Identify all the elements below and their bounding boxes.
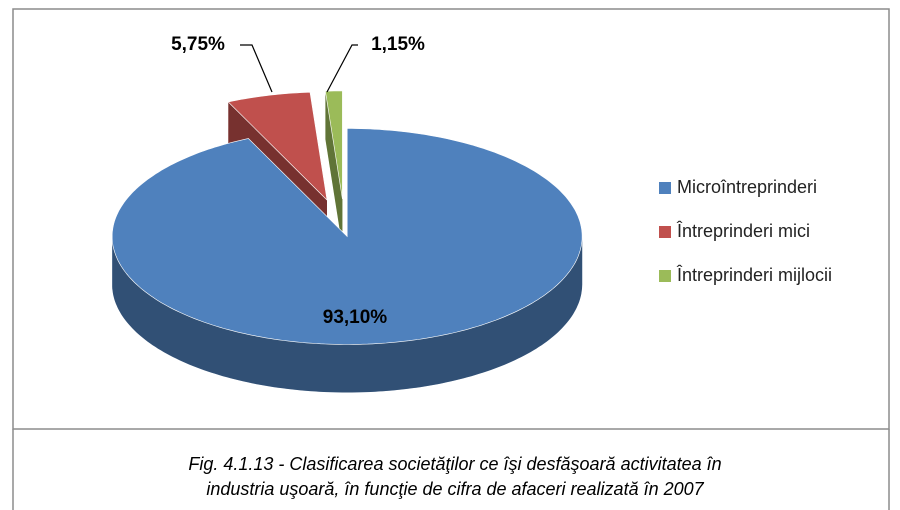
slice <box>325 90 343 247</box>
legend: Microîntreprinderi Întreprinderi mici Într… <box>659 177 832 285</box>
data-labels: 93,10% 5,75% 1,15% <box>171 34 425 328</box>
data-label: 5,75% <box>171 34 225 55</box>
legend-swatch <box>659 226 671 238</box>
legend-swatch <box>659 270 671 282</box>
slice <box>111 128 583 393</box>
leader-line <box>240 44 273 93</box>
slice-wall-shade <box>112 236 583 393</box>
legend-label: Microîntreprinderi <box>677 177 817 197</box>
caption: industria uşoară, în funcţie de cifra de… <box>206 479 704 499</box>
legend-label: Întreprinderi mici <box>676 221 810 241</box>
slice-wall <box>112 236 583 393</box>
legend-label: Întreprinderi mijlocii <box>676 265 832 285</box>
caption: Fig. 4.1.13 - Clasificarea societăţilor … <box>188 454 721 474</box>
data-label: 93,10% <box>323 307 388 328</box>
slice-face <box>325 91 343 247</box>
slice-top <box>111 128 583 345</box>
pie <box>111 90 583 393</box>
leader-line <box>326 44 358 93</box>
legend-swatch <box>659 182 671 194</box>
slice-face-shade <box>325 91 343 247</box>
slice-top <box>325 90 343 199</box>
slice-top <box>227 91 328 201</box>
data-label: 1,15% <box>371 34 425 55</box>
